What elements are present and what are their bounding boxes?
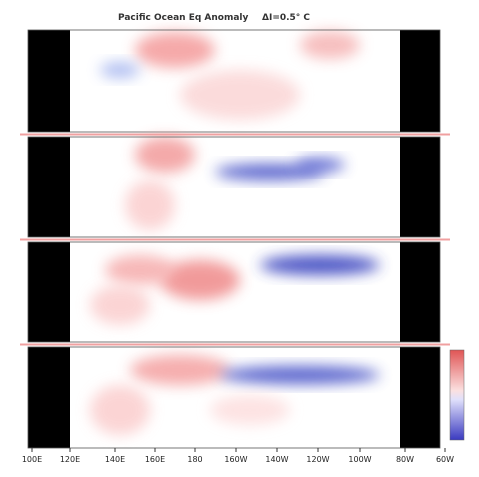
anomaly (180, 70, 300, 120)
anomaly (105, 255, 175, 285)
x-tick-label: 140W (265, 455, 288, 464)
x-tick-label: 160E (145, 455, 165, 464)
anomaly (130, 355, 230, 385)
land-right (400, 347, 440, 448)
colorbar (449, 349, 465, 441)
title: Pacific Ocean Eq Anomaly (118, 13, 249, 23)
panel-frame (27, 241, 441, 343)
x-tick-label: 100W (348, 455, 371, 464)
anomaly (125, 180, 175, 230)
land-left (28, 347, 70, 448)
x-tick-label: 120E (60, 455, 80, 464)
anomaly (220, 366, 380, 384)
x-tick-label: 60W (436, 455, 454, 464)
anomaly (260, 255, 380, 275)
land-right (400, 137, 440, 237)
panel-frame (27, 136, 441, 238)
land-left (28, 137, 70, 237)
panel-frame (27, 346, 441, 449)
interval: ΔI=0.5° C (262, 13, 310, 23)
anomaly (135, 137, 195, 173)
land-right (400, 30, 440, 132)
x-tick-label: 80W (396, 455, 414, 464)
anomaly (300, 31, 360, 59)
anomaly (90, 385, 150, 435)
panel-frame (27, 29, 441, 133)
x-tick-label: 160W (224, 455, 247, 464)
panel-bg (70, 137, 400, 237)
x-tick-label: 180 (187, 455, 202, 464)
x-tick-label: 100E (22, 455, 42, 464)
x-tick-label: 120W (306, 455, 329, 464)
x-tick-label: 140E (105, 455, 125, 464)
land-left (28, 30, 70, 132)
anomaly (210, 395, 290, 425)
land-left (28, 242, 70, 342)
land-right (400, 242, 440, 342)
anomaly (295, 158, 345, 172)
anomaly (90, 285, 150, 325)
anomaly (160, 260, 240, 300)
anomaly (100, 62, 140, 78)
anomaly (135, 32, 215, 68)
